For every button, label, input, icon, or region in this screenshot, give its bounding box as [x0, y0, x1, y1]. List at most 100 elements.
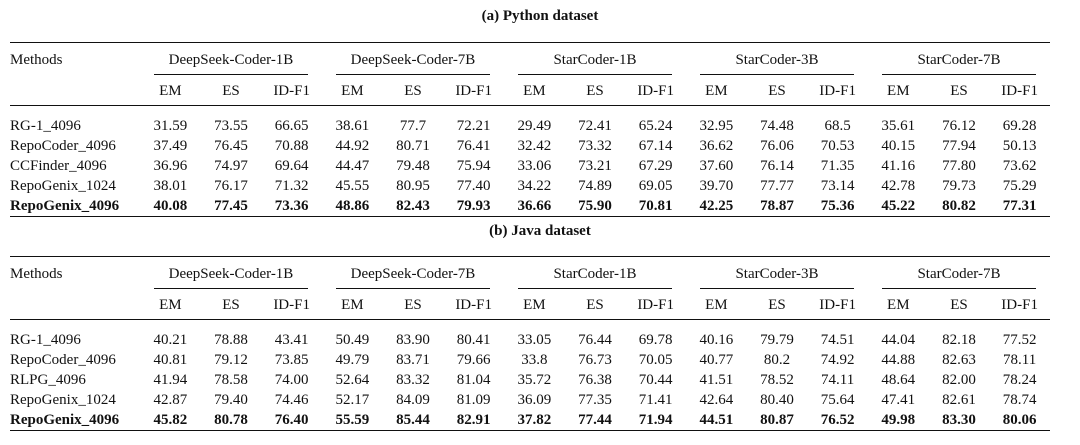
python-caption: (a) Python dataset: [481, 8, 599, 24]
value-cell: 40.08: [140, 196, 201, 217]
metric-header: ES: [950, 296, 968, 313]
value-cell: 78.11: [1003, 351, 1037, 368]
value-cell: 76.12: [942, 117, 976, 134]
value-cell: 71.32: [274, 177, 309, 194]
value-cell: 83.32: [396, 371, 430, 388]
value-cell: 72.41: [578, 117, 612, 134]
value-cell: 40.15: [881, 137, 916, 154]
value-cell: 83.90: [396, 331, 430, 348]
value-cell: 49.79: [335, 351, 370, 368]
metric-header: ES: [586, 296, 604, 313]
value-cell: 80.2: [763, 351, 791, 368]
value-cell: 69.28: [1002, 117, 1037, 134]
metric-header: ES: [404, 296, 422, 313]
value-cell: 75.29: [1002, 177, 1037, 194]
metric-header: EM: [887, 296, 910, 313]
value-cell: 45.22: [867, 196, 929, 217]
value-cell: 76.73: [578, 351, 612, 368]
model-header: DeepSeek-Coder-7B: [322, 256, 504, 291]
value-cell: 74.89: [578, 177, 612, 194]
methods-header: Methods: [10, 42, 140, 77]
value-cell: 55.59: [322, 410, 383, 431]
value-cell: 80.95: [396, 177, 430, 194]
value-cell: 82.00: [942, 371, 976, 388]
metric-header: ID-F1: [455, 82, 492, 99]
value-cell: 40.21: [153, 331, 188, 348]
value-cell: 37.49: [153, 137, 188, 154]
metric-header: ES: [586, 82, 604, 99]
method-name: RepoCoder_4096: [10, 351, 116, 368]
value-cell: 79.66: [456, 351, 491, 368]
metric-header: EM: [887, 82, 910, 99]
value-cell: 76.41: [456, 137, 491, 154]
group-rule: [154, 74, 308, 75]
value-cell: 73.55: [214, 117, 248, 134]
method-name: RG-1_4096: [10, 331, 81, 348]
value-cell: 77.40: [456, 177, 491, 194]
value-cell: 36.66: [504, 196, 565, 217]
metric-header: EM: [523, 82, 546, 99]
model-name: DeepSeek-Coder-1B: [168, 265, 294, 282]
value-cell: 32.95: [699, 117, 734, 134]
value-cell: 69.64: [274, 157, 309, 174]
value-cell: 40.81: [153, 351, 188, 368]
value-cell: 83.30: [928, 410, 990, 431]
method-name: RepoGenix_1024: [10, 391, 116, 408]
value-cell: 79.73: [942, 177, 976, 194]
value-cell: 74.11: [821, 371, 855, 388]
value-cell: 79.79: [760, 331, 794, 348]
value-cell: 71.41: [638, 391, 673, 408]
table-row: RepoGenix_1024 42.87 79.40 74.46 52.17 84.09 8…: [10, 390, 1050, 410]
value-cell: 81.04: [456, 371, 491, 388]
value-cell: 42.87: [153, 391, 188, 408]
method-name: RepoCoder_4096: [10, 137, 116, 154]
table-row: RepoGenix_1024 38.01 76.17 71.32 45.55 80.95 7…: [10, 176, 1050, 196]
blank-cell: [10, 291, 140, 320]
value-cell: 82.63: [942, 351, 976, 368]
value-cell: 79.93: [443, 196, 504, 217]
value-cell: 48.64: [881, 371, 916, 388]
value-cell: 76.38: [578, 371, 612, 388]
metric-header: ID-F1: [1001, 82, 1038, 99]
value-cell: 82.61: [942, 391, 976, 408]
value-cell: 76.17: [214, 177, 248, 194]
blank-cell: [10, 77, 140, 106]
group-rule: [699, 74, 854, 75]
value-cell: 75.94: [456, 157, 491, 174]
value-cell: 69.78: [638, 331, 673, 348]
value-cell: 84.09: [396, 391, 430, 408]
model-name: StarCoder-7B: [917, 265, 1001, 282]
value-cell: 38.61: [335, 117, 370, 134]
group-rule: [336, 74, 490, 75]
metric-header: ID-F1: [455, 296, 492, 313]
value-cell: 41.51: [699, 371, 734, 388]
value-cell: 70.44: [638, 371, 673, 388]
value-cell: 65.24: [638, 117, 673, 134]
value-cell: 82.43: [382, 196, 444, 217]
model-header: StarCoder-7B: [867, 42, 1050, 77]
results-table: Methods DeepSeek-Coder-1B DeepSeek-Coder-7…: [10, 256, 1050, 431]
value-cell: 73.21: [578, 157, 612, 174]
value-cell: 41.94: [153, 371, 188, 388]
value-cell: 70.88: [274, 137, 309, 154]
model-header: StarCoder-1B: [504, 256, 686, 291]
value-cell: 33.06: [517, 157, 552, 174]
value-cell: 67.14: [638, 137, 673, 154]
value-cell: 35.61: [881, 117, 916, 134]
value-cell: 44.92: [335, 137, 370, 154]
group-rule: [518, 288, 672, 289]
value-cell: 81.09: [456, 391, 491, 408]
value-cell: 76.52: [807, 410, 868, 431]
value-cell: 80.41: [456, 331, 491, 348]
value-cell: 80.40: [760, 391, 794, 408]
model-name: StarCoder-3B: [735, 51, 819, 68]
value-cell: 79.48: [396, 157, 430, 174]
method-name: CCFinder_4096: [10, 157, 107, 174]
value-cell: 74.97: [214, 157, 248, 174]
value-cell: 40.77: [699, 351, 734, 368]
table-row: CCFinder_4096 36.96 74.97 69.64 44.47 79.48 75…: [10, 156, 1050, 176]
value-cell: 52.64: [335, 371, 370, 388]
value-cell: 70.81: [625, 196, 686, 217]
metric-header: EM: [159, 82, 182, 99]
model-name: StarCoder-7B: [917, 51, 1001, 68]
